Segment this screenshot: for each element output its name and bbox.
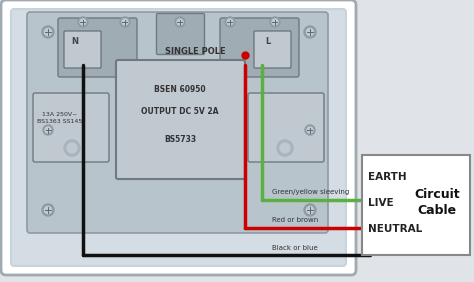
Circle shape — [280, 143, 290, 153]
FancyBboxPatch shape — [58, 18, 137, 77]
FancyBboxPatch shape — [116, 60, 245, 179]
FancyBboxPatch shape — [11, 9, 346, 266]
Circle shape — [305, 125, 315, 135]
Text: Circuit
Cable: Circuit Cable — [414, 188, 460, 217]
FancyBboxPatch shape — [248, 93, 324, 162]
FancyBboxPatch shape — [33, 93, 109, 162]
Text: Black or blue: Black or blue — [272, 245, 318, 251]
Text: OUTPUT DC 5V 2A: OUTPUT DC 5V 2A — [141, 107, 219, 116]
Text: SINGLE POLE: SINGLE POLE — [164, 47, 225, 56]
Circle shape — [42, 204, 54, 216]
FancyBboxPatch shape — [27, 12, 328, 233]
Circle shape — [270, 17, 280, 27]
Circle shape — [177, 19, 183, 25]
Text: LIVE: LIVE — [368, 198, 393, 208]
Circle shape — [122, 19, 128, 25]
FancyBboxPatch shape — [254, 31, 291, 68]
Bar — [362, 155, 470, 255]
FancyBboxPatch shape — [220, 18, 299, 77]
Text: NEUTRAL: NEUTRAL — [368, 224, 422, 234]
Text: Green/yellow sleeving: Green/yellow sleeving — [272, 189, 349, 195]
Circle shape — [67, 143, 77, 153]
Circle shape — [304, 204, 316, 216]
FancyBboxPatch shape — [1, 0, 356, 275]
Circle shape — [43, 125, 53, 135]
Text: BSEN 60950: BSEN 60950 — [154, 85, 206, 94]
Circle shape — [120, 17, 130, 27]
Text: EARTH: EARTH — [368, 172, 407, 182]
Text: BS5733: BS5733 — [164, 135, 196, 144]
Circle shape — [306, 206, 314, 213]
Circle shape — [78, 17, 88, 27]
Circle shape — [225, 17, 235, 27]
Circle shape — [272, 19, 278, 25]
Text: L: L — [265, 38, 271, 47]
Circle shape — [45, 206, 52, 213]
Circle shape — [227, 19, 233, 25]
Circle shape — [80, 19, 86, 25]
Text: 13A 250V~
BS1363 SS145: 13A 250V~ BS1363 SS145 — [37, 112, 82, 124]
Circle shape — [64, 140, 80, 156]
Circle shape — [175, 17, 185, 27]
Circle shape — [45, 127, 51, 133]
Circle shape — [277, 140, 293, 156]
Circle shape — [45, 28, 52, 36]
Circle shape — [42, 26, 54, 38]
Text: N: N — [72, 38, 79, 47]
Circle shape — [304, 26, 316, 38]
FancyBboxPatch shape — [156, 14, 204, 54]
Circle shape — [306, 28, 314, 36]
FancyBboxPatch shape — [64, 31, 101, 68]
Text: Red or brown: Red or brown — [272, 217, 318, 223]
Circle shape — [307, 127, 313, 133]
